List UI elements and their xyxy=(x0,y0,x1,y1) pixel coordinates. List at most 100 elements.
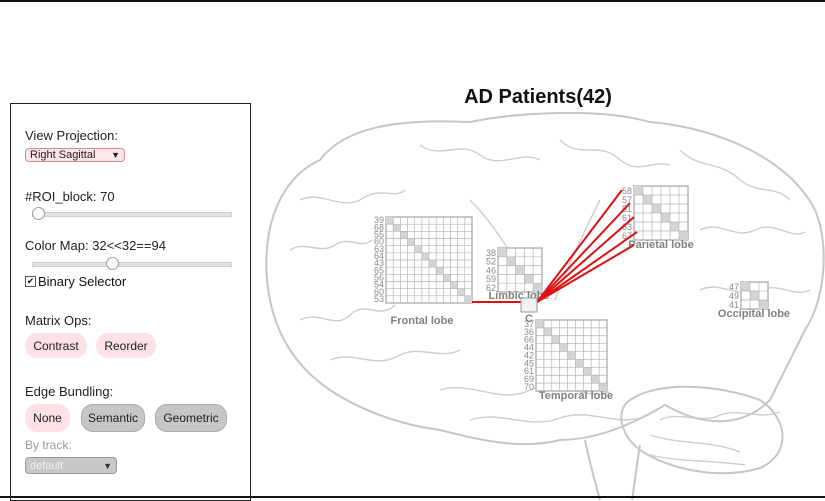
matrix-diagonal-cell xyxy=(498,248,507,257)
view-projection-value: Right Sagittal xyxy=(30,149,96,161)
matrix-diagonal-cell xyxy=(670,222,679,231)
roi-id-label: 44 xyxy=(524,343,534,353)
roi-block-slider-thumb[interactable] xyxy=(32,207,45,220)
matrix-diagonal-cell xyxy=(599,383,607,391)
checkmark-icon: ✔ xyxy=(26,276,35,286)
matrix-diagonal-cell xyxy=(543,327,552,336)
top-border xyxy=(0,0,825,2)
roi-id-label: 53 xyxy=(374,294,384,304)
roi-id-label: 52 xyxy=(486,257,496,267)
matrix-diagonal-cell xyxy=(759,300,768,309)
edge-bundling-label: Edge Bundling: xyxy=(25,384,114,399)
matrix-diagonal-cell xyxy=(536,320,544,328)
contrast-button[interactable]: Contrast xyxy=(25,333,87,358)
roi-id-label: 51 xyxy=(622,204,632,214)
roi-id-label: 47 xyxy=(729,282,739,292)
color-map-slider-thumb[interactable] xyxy=(106,257,119,270)
by-track-select[interactable]: default ▼ xyxy=(25,457,117,474)
connection-edge[interactable] xyxy=(536,189,623,303)
roi-id-label: 64 xyxy=(374,251,384,261)
connection-edges xyxy=(472,189,638,303)
binary-selector[interactable]: ✔ Binary Selector xyxy=(25,274,126,289)
roi-id-label: 45 xyxy=(524,358,534,368)
brain-outline xyxy=(265,111,825,500)
connection-edge[interactable] xyxy=(536,202,631,303)
bottom-border xyxy=(0,496,825,498)
view-projection-select[interactable]: Right Sagittal ▼ xyxy=(25,148,125,162)
roi-id-label: 36 xyxy=(524,327,534,337)
roi-id-label: 54 xyxy=(374,280,384,290)
roi-block-slider-track[interactable] xyxy=(32,212,232,217)
matrix-diagonal-cell xyxy=(429,260,437,268)
by-track-value: default xyxy=(30,459,64,472)
roi-id-label: 69 xyxy=(524,374,534,384)
matrix-diagonal-cell xyxy=(661,213,670,222)
binary-selector-label: Binary Selector xyxy=(38,274,127,289)
matrix-diagonal-cell xyxy=(407,238,415,246)
by-track-label: By track: xyxy=(25,438,72,452)
connection-edge[interactable] xyxy=(536,231,638,303)
matrix-diagonal-cell xyxy=(551,335,560,344)
roi-id-label: 65 xyxy=(374,265,384,275)
binary-selector-checkbox[interactable]: ✔ xyxy=(25,276,36,287)
matrix-diagonal-cell xyxy=(400,231,408,239)
roi-id-label: 56 xyxy=(374,273,384,283)
center-node[interactable]: C xyxy=(520,297,538,325)
matrix-diagonal-cell xyxy=(450,281,458,289)
roi-id-label: 63 xyxy=(374,244,384,254)
matrix-diagonal-cell xyxy=(634,186,643,195)
matrix-diagonal-cell xyxy=(515,265,525,275)
roi-id-label: 60 xyxy=(374,237,384,247)
roi-id-label: 49 xyxy=(729,291,739,301)
roi-id-label: 60 xyxy=(374,287,384,297)
roi-id-label: 39 xyxy=(374,215,384,225)
reorder-button[interactable]: Reorder xyxy=(96,333,156,358)
triangle-down-icon: ▼ xyxy=(103,460,112,471)
connection-edge[interactable] xyxy=(536,244,635,303)
roi-id-label: 66 xyxy=(524,335,534,345)
matrix-diagonal-cell xyxy=(533,283,542,292)
roi-block-label: #ROI_block: 70 xyxy=(25,189,115,204)
matrix-diagonal-cell xyxy=(583,367,592,376)
matrix-ops-label: Matrix Ops: xyxy=(25,313,92,328)
matrix-diagonal-cell xyxy=(575,359,584,368)
matrix-diagonal-cell xyxy=(524,274,534,284)
bundling-none-button[interactable]: None xyxy=(25,404,70,432)
matrix-diagonal-cell xyxy=(750,291,759,300)
matrix-diagonal-cell xyxy=(506,256,516,266)
matrix-diagonal-cell xyxy=(559,343,568,352)
lobe-label: Occipital lobe xyxy=(718,308,790,320)
matrix-diagonal-cell xyxy=(652,204,661,213)
matrix-diagonal-cell xyxy=(393,224,401,232)
view-projection-label: View Projection: xyxy=(25,128,118,143)
bundling-geometric-button[interactable]: Geometric xyxy=(155,404,227,432)
roi-id-label: 68 xyxy=(374,222,384,232)
connection-edge[interactable] xyxy=(536,216,635,303)
roi-id-label: 57 xyxy=(622,195,632,205)
color-map-label: Color Map: 32<<32==94 xyxy=(25,238,166,253)
lobe-label: Parietal lobe xyxy=(628,239,693,251)
view-title: AD Patients(42) xyxy=(464,86,612,108)
lobe-label: Temporal lobe xyxy=(539,390,613,402)
matrix-diagonal-cell xyxy=(643,195,652,204)
roi-id-label: 46 xyxy=(486,265,496,275)
roi-id-label: 67 xyxy=(622,231,632,241)
bundling-semantic-button[interactable]: Semantic xyxy=(81,404,145,432)
roi-id-label: 42 xyxy=(524,350,534,360)
matrix-diagonal-cell xyxy=(591,375,600,384)
roi-id-label: 55 xyxy=(374,230,384,240)
color-map-slider-track[interactable] xyxy=(32,262,232,267)
roi-id-label: 43 xyxy=(374,258,384,268)
matrix-diagonal-cell xyxy=(386,217,394,225)
matrix-diagonal-cell xyxy=(443,274,451,282)
roi-id-label: 41 xyxy=(729,300,739,310)
matrix-diagonal-cell xyxy=(741,282,750,291)
roi-id-label: 37 xyxy=(524,319,534,329)
lobe-label: Frontal lobe xyxy=(391,315,454,327)
